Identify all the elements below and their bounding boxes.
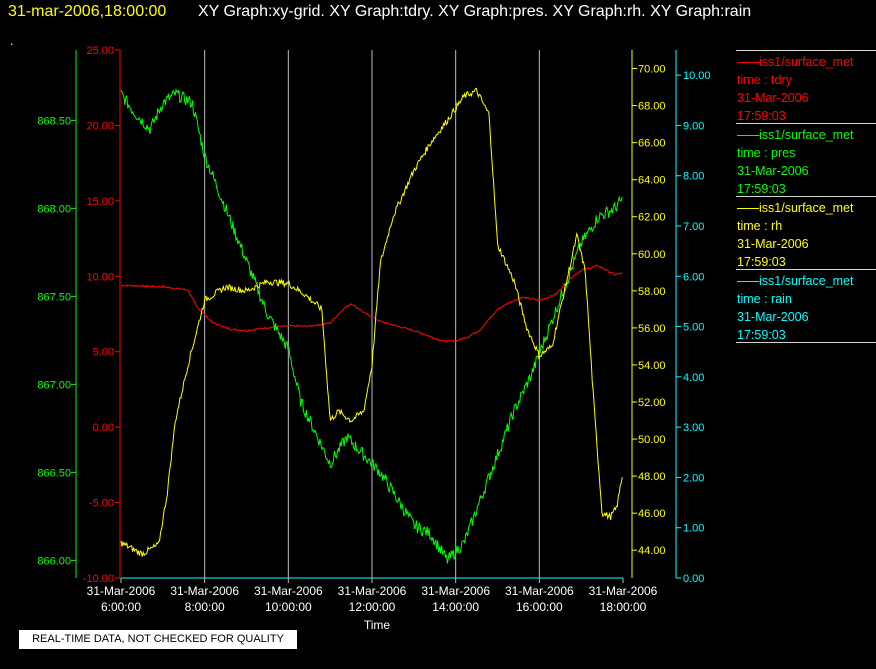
rh-tick-label: 50.00	[638, 434, 666, 446]
rain-tick-label: 5.00	[683, 322, 704, 334]
x-tick-label-date: 31-Mar-2006	[421, 584, 490, 598]
pres-tick-label: 866.50	[37, 467, 71, 479]
x-tick-label-time: 18:00:00	[600, 600, 647, 614]
rh-tick-label: 56.00	[638, 323, 666, 335]
legend-date: 31-Mar-2006	[737, 91, 809, 105]
rh-tick-label: 54.00	[638, 360, 666, 372]
tdry-tick-label: 0.00	[93, 422, 114, 434]
x-axis-label: Time	[364, 618, 391, 632]
x-tick-label-time: 14:00:00	[432, 600, 479, 614]
rh-tick-label: 64.00	[638, 175, 666, 187]
tdry-tick-label: 20.00	[86, 120, 114, 132]
tdry-tick-label: 15.00	[86, 196, 114, 208]
tdry-tick-label: 5.00	[93, 347, 114, 359]
legend-series-name: iss1/surface_met	[737, 199, 876, 217]
rain-tick-label: 9.00	[683, 120, 704, 132]
x-tick-label-time: 8:00:00	[185, 600, 225, 614]
rh-tick-label: 48.00	[638, 471, 666, 483]
legend-entry-pres: iss1/surface_met time : pres 31-Mar-2006…	[736, 123, 876, 196]
tdry-tick-label: -10.00	[83, 573, 114, 585]
x-tick-label-date: 31-Mar-2006	[505, 584, 574, 598]
legend: iss1/surface_met time : tdry 31-Mar-2006…	[736, 50, 876, 343]
pres-tick-label: 867.00	[37, 379, 71, 391]
legend-field: time : tdry	[737, 73, 792, 87]
legend-time: 17:59:03	[737, 109, 786, 123]
tdry-tick-label: -5.00	[89, 498, 114, 510]
legend-field: time : pres	[737, 146, 796, 160]
rh-tick-label: 62.00	[638, 212, 666, 224]
status-dot: .	[10, 34, 14, 48]
pres-tick-label: 867.50	[37, 291, 71, 303]
rain-tick-label: 4.00	[683, 372, 704, 384]
x-tick-label-time: 6:00:00	[101, 600, 141, 614]
rain-tick-label: 2.00	[683, 472, 704, 484]
x-tick-label-date: 31-Mar-2006	[589, 584, 658, 598]
legend-date: 31-Mar-2006	[737, 237, 809, 251]
legend-series-name: iss1/surface_met	[737, 272, 876, 290]
grid-layer	[204, 50, 540, 578]
legend-entry-rh: iss1/surface_met time : rh 31-Mar-2006 1…	[736, 196, 876, 269]
legend-time: 17:59:03	[737, 328, 786, 342]
rain-tick-label: 1.00	[683, 523, 704, 535]
x-tick-label-date: 31-Mar-2006	[338, 584, 407, 598]
rain-tick-label: 8.00	[683, 171, 704, 183]
legend-date: 31-Mar-2006	[737, 310, 809, 324]
x-tick-label-date: 31-Mar-2006	[170, 584, 239, 598]
x-tick-label-date: 31-Mar-2006	[87, 584, 156, 598]
legend-field: time : rain	[737, 292, 792, 306]
rain-tick-label: 0.00	[683, 573, 704, 585]
ticks-layer: 31-Mar-2006 6:00:00 31-Mar-2006 8:00:00 31-M…	[37, 45, 710, 614]
pres-tick-label: 868.00	[37, 203, 71, 215]
x-tick-label-date: 31-Mar-2006	[254, 584, 323, 598]
legend-time: 17:59:03	[737, 255, 786, 269]
rh-tick-label: 44.00	[638, 545, 666, 557]
rh-tick-label: 58.00	[638, 286, 666, 298]
legend-time: 17:59:03	[737, 182, 786, 196]
rh-tick-label: 68.00	[638, 101, 666, 113]
graph-list-title: XY Graph:xy-grid. XY Graph:tdry. XY Grap…	[198, 3, 752, 20]
legend-series-name: iss1/surface_met	[737, 126, 876, 144]
rh-tick-label: 60.00	[638, 249, 666, 261]
quality-disclaimer: REAL-TIME DATA, NOT CHECKED FOR QUALITY	[19, 630, 297, 649]
series-line-rh	[120, 87, 623, 557]
rh-tick-label: 52.00	[638, 397, 666, 409]
x-tick-label-time: 12:00:00	[349, 600, 396, 614]
legend-end-rule	[736, 342, 876, 343]
rh-tick-label: 70.00	[638, 64, 666, 76]
graph-timestamp: 31-mar-2006,18:00:00	[8, 3, 167, 20]
pres-tick-label: 866.00	[37, 555, 71, 567]
rain-tick-label: 6.00	[683, 271, 704, 283]
rh-tick-label: 66.00	[638, 138, 666, 150]
rain-tick-label: 7.00	[683, 221, 704, 233]
legend-series-name: iss1/surface_met	[737, 53, 876, 71]
tdry-tick-label: 10.00	[86, 271, 114, 283]
series-line-tdry	[120, 264, 623, 343]
legend-entry-tdry: iss1/surface_met time : tdry 31-Mar-2006…	[736, 50, 876, 123]
tdry-tick-label: 25.00	[86, 45, 114, 57]
rh-tick-label: 46.00	[638, 508, 666, 520]
rain-tick-label: 10.00	[683, 70, 711, 82]
legend-date: 31-Mar-2006	[737, 164, 809, 178]
legend-field: time : rh	[737, 219, 783, 233]
x-tick-label-time: 10:00:00	[265, 600, 312, 614]
x-tick-label-time: 16:00:00	[516, 600, 563, 614]
pres-tick-label: 868.50	[37, 115, 71, 127]
legend-entry-rain: iss1/surface_met time : rain 31-Mar-2006…	[736, 269, 876, 342]
rain-tick-label: 3.00	[683, 422, 704, 434]
